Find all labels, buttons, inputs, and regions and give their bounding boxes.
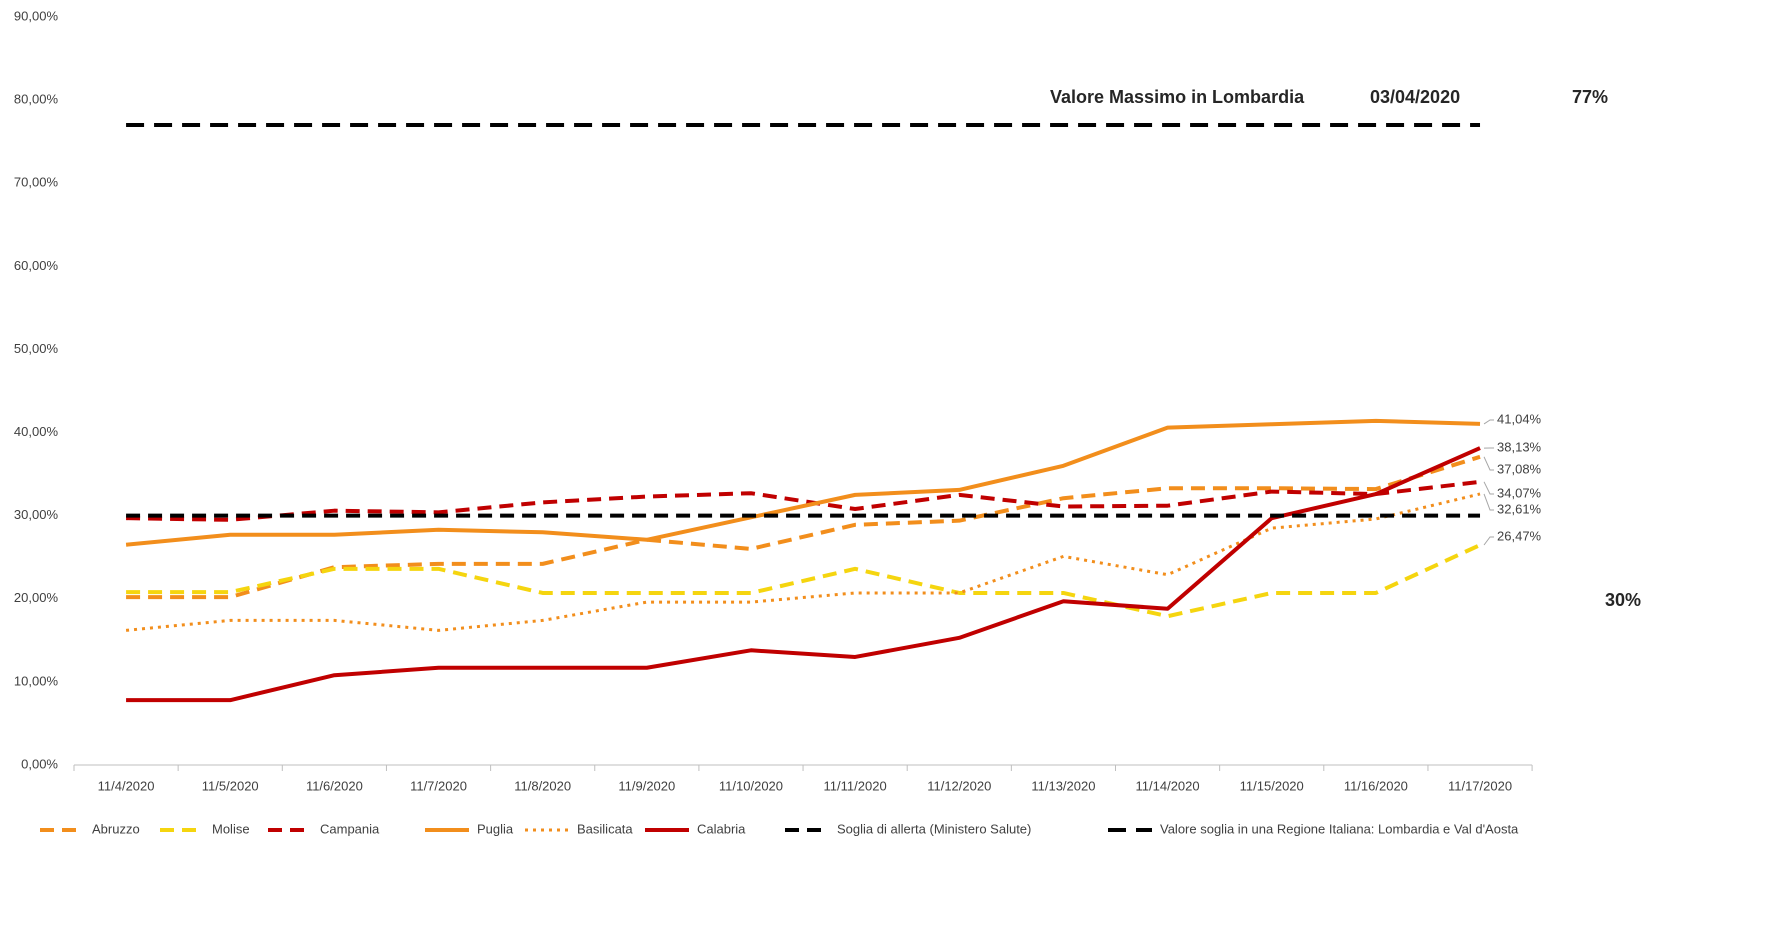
x-tick-label: 11/6/2020 — [306, 778, 363, 793]
legend-label: Soglia di allerta (Ministero Salute) — [837, 821, 1031, 836]
x-tick-label: 11/9/2020 — [618, 778, 675, 793]
x-tick-label: 11/10/2020 — [719, 778, 783, 793]
label-leader — [1483, 536, 1495, 546]
y-tick-label: 40,00% — [14, 424, 59, 439]
annotation: Valore Massimo in Lombardia — [1050, 87, 1305, 107]
x-tick-label: 11/4/2020 — [98, 778, 155, 793]
x-tick-label: 11/17/2020 — [1448, 778, 1512, 793]
data-label: 34,07% — [1497, 485, 1542, 500]
data-label: 37,08% — [1497, 461, 1542, 476]
x-tick-label: 11/13/2020 — [1031, 778, 1095, 793]
y-tick-label: 70,00% — [14, 175, 59, 190]
x-tick-label: 11/8/2020 — [514, 778, 571, 793]
y-tick-label: 80,00% — [14, 92, 59, 107]
data-label: 38,13% — [1497, 439, 1542, 454]
series-line — [126, 454, 1481, 600]
data-label: 26,47% — [1497, 528, 1542, 543]
y-tick-label: 30,00% — [14, 507, 59, 522]
series-line — [126, 543, 1481, 619]
legend-label: Calabria — [697, 821, 746, 836]
annotation: 77% — [1572, 87, 1608, 107]
y-tick-label: 50,00% — [14, 341, 59, 356]
label-leader — [1483, 493, 1495, 511]
legend-label: Molise — [212, 821, 250, 836]
x-tick-label: 11/12/2020 — [927, 778, 991, 793]
data-label: 41,04% — [1497, 411, 1542, 426]
series-line — [126, 479, 1481, 522]
y-tick-label: 0,00% — [21, 756, 58, 771]
series-line — [126, 446, 1481, 703]
annotation: 30% — [1605, 590, 1641, 610]
legend-label: Basilicata — [577, 821, 633, 836]
x-tick-label: 11/11/2020 — [824, 778, 887, 793]
label-leader — [1483, 481, 1495, 495]
x-tick-label: 11/7/2020 — [410, 778, 467, 793]
label-leader — [1483, 419, 1495, 425]
annotation: 03/04/2020 — [1370, 87, 1460, 107]
label-leader — [1483, 456, 1495, 471]
x-tick-label: 11/15/2020 — [1240, 778, 1304, 793]
y-tick-label: 90,00% — [14, 8, 59, 23]
x-tick-label: 11/14/2020 — [1136, 778, 1200, 793]
legend-label: Valore soglia in una Regione Italiana: L… — [1160, 821, 1519, 836]
legend-label: Puglia — [477, 821, 514, 836]
y-tick-label: 10,00% — [14, 673, 59, 688]
legend-label: Campania — [320, 821, 380, 836]
x-tick-label: 11/5/2020 — [202, 778, 259, 793]
data-label: 32,61% — [1497, 501, 1542, 516]
y-tick-label: 20,00% — [14, 590, 59, 605]
series-line — [125, 418, 1481, 547]
legend-label: Abruzzo — [92, 821, 140, 836]
series-line — [125, 492, 1481, 632]
y-tick-label: 60,00% — [14, 258, 59, 273]
x-tick-label: 11/16/2020 — [1344, 778, 1408, 793]
